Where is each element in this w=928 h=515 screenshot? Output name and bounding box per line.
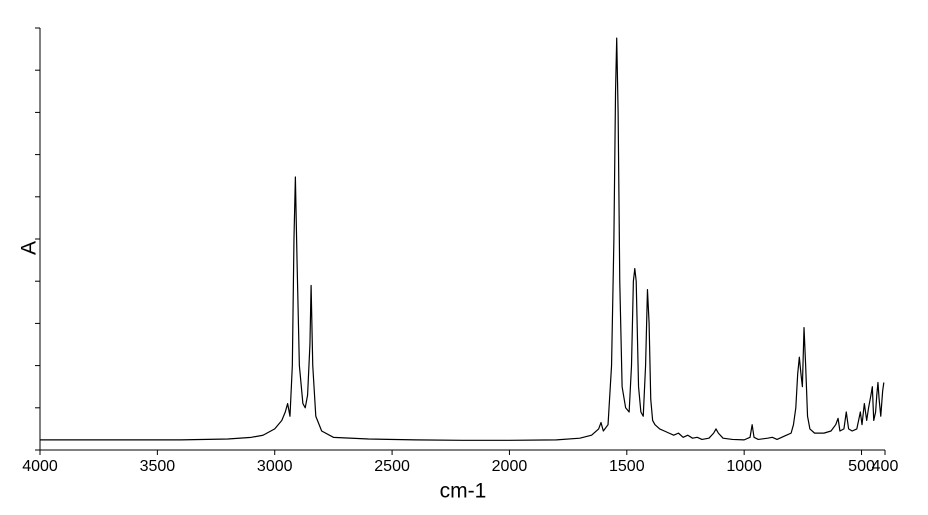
x-axis-title: cm-1 xyxy=(440,480,487,503)
x-tick-label: 2500 xyxy=(374,458,410,475)
x-tick-label: 4000 xyxy=(22,458,58,475)
y-axis-title: A xyxy=(18,241,41,255)
x-tick-label: 400 xyxy=(872,458,899,475)
x-tick-label: 2000 xyxy=(492,458,528,475)
x-tick-label: 3500 xyxy=(140,458,176,475)
x-tick-label: 3000 xyxy=(257,458,293,475)
x-tick-label: 1500 xyxy=(609,458,645,475)
x-tick-label: 1000 xyxy=(726,458,762,475)
x-tick-label: 500 xyxy=(848,458,875,475)
spectrum-line xyxy=(40,37,885,441)
